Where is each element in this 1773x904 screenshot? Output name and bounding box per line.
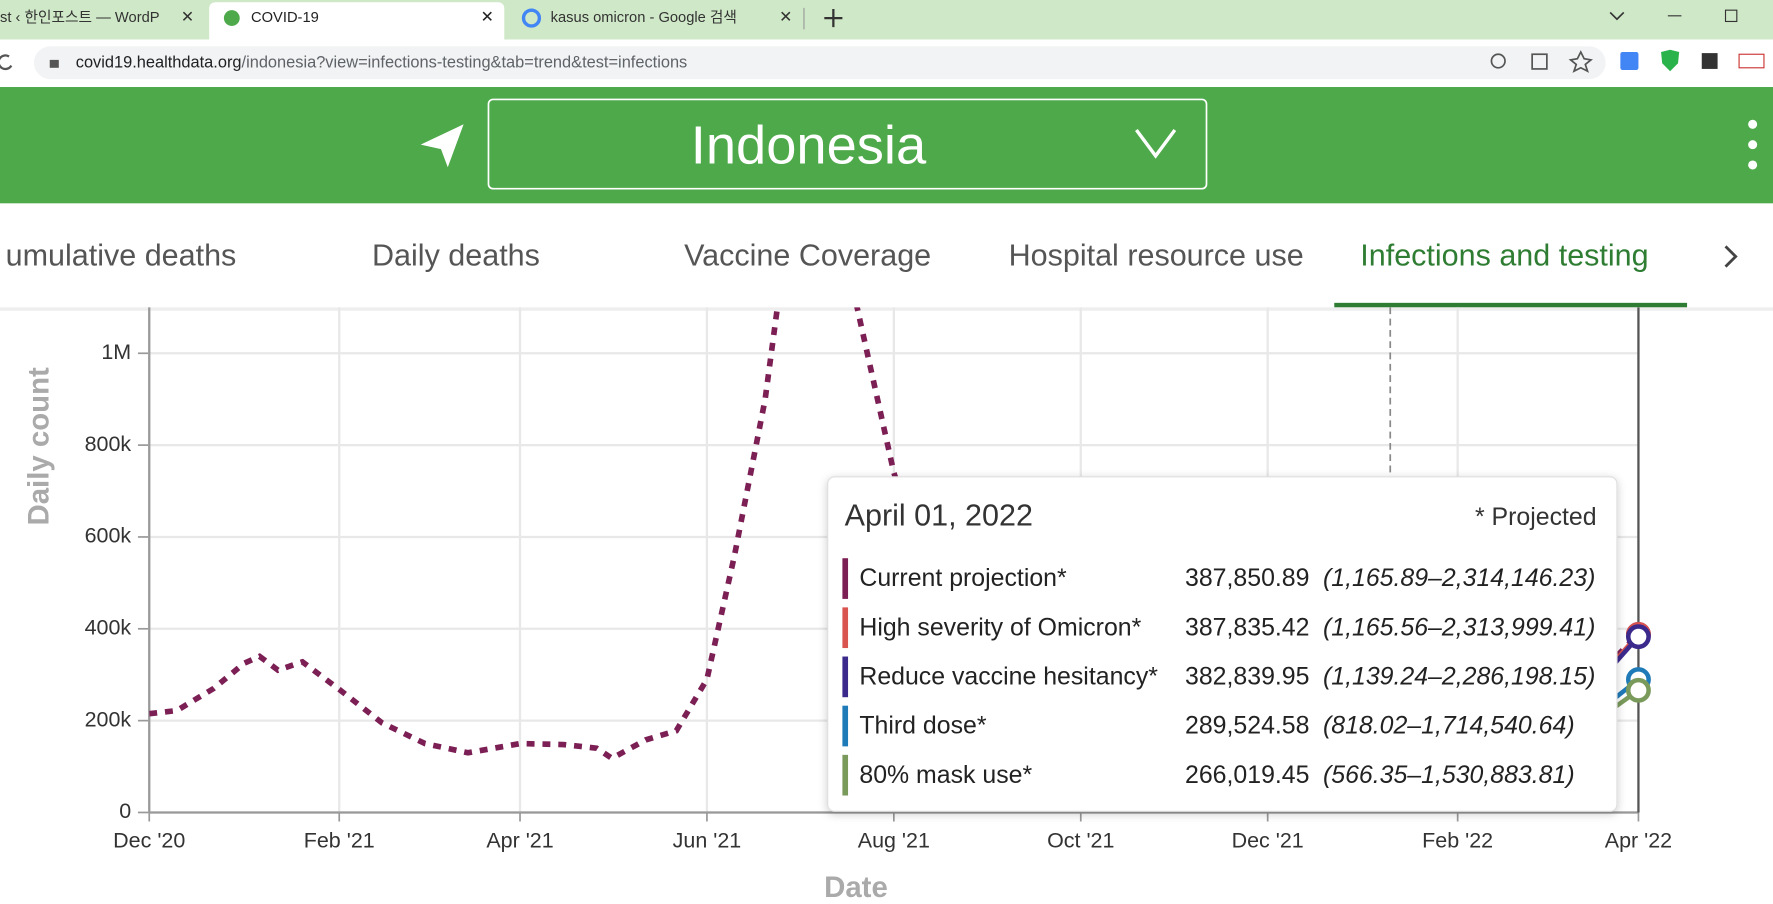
nav-next[interactable] bbox=[1724, 245, 1738, 268]
tooltip-series-name: 80% mask use* bbox=[859, 761, 1032, 789]
nav-bar bbox=[0, 203, 1773, 308]
y-tick-label: 0 bbox=[119, 799, 131, 823]
series-line bbox=[149, 307, 1639, 811]
favicon bbox=[521, 8, 542, 28]
extension[interactable] bbox=[1661, 49, 1680, 72]
tooltip-value: 289,524.58 bbox=[1185, 712, 1309, 740]
endpoint-marker bbox=[1626, 624, 1651, 650]
tooltip-swatch bbox=[842, 705, 849, 747]
dropdown-arrow[interactable] bbox=[1135, 128, 1177, 159]
x-tick-label: Dec '20 bbox=[113, 829, 185, 853]
bookmark[interactable] bbox=[1568, 50, 1593, 73]
tooltip-interval: (818.02–1,714,540.64) bbox=[1323, 712, 1575, 740]
nav-item[interactable]: Vaccine Coverage bbox=[684, 239, 931, 273]
nav-shadow bbox=[0, 307, 1773, 311]
nav-items: umulative deaths Daily deaths Vaccine Cove… bbox=[6, 239, 1688, 308]
tab[interactable]: st ‹ 한인포스트 — WordP bbox=[0, 9, 160, 26]
menu-dot[interactable] bbox=[1748, 119, 1758, 129]
omnibox[interactable] bbox=[33, 46, 1606, 80]
tooltip-value: 387,850.89 bbox=[1185, 564, 1309, 592]
location-name[interactable]: Indonesia bbox=[691, 115, 927, 175]
tooltip-series-name: Third dose* bbox=[859, 712, 986, 740]
tooltip-swatch bbox=[842, 607, 849, 649]
new-tab[interactable] bbox=[824, 9, 843, 28]
plot: 0 200k 400k 600k 800k 1M Dec '20 Feb '21 Apr '21… bbox=[22, 307, 1672, 904]
reload[interactable] bbox=[0, 54, 13, 71]
y-tick-label: 600k bbox=[85, 524, 132, 548]
nav-item[interactable]: Hospital resource use bbox=[1009, 239, 1304, 273]
x-tick-label: Jun '21 bbox=[673, 829, 742, 853]
tooltip-series-name: Current projection* bbox=[859, 564, 1067, 592]
x-tick-label: Apr '22 bbox=[1605, 829, 1672, 853]
x-axis-label: Date bbox=[824, 871, 888, 904]
site-header bbox=[0, 87, 1773, 204]
nav-active-underline bbox=[1334, 302, 1688, 308]
y-tick-label: 800k bbox=[85, 432, 132, 456]
tooltip-swatch bbox=[842, 656, 849, 698]
nav-item[interactable]: umulative deaths bbox=[6, 239, 237, 273]
tooltip-series-name: Reduce vaccine hesitancy* bbox=[859, 663, 1158, 691]
tooltip-box bbox=[827, 476, 1618, 812]
tooltip-value: 387,835.42 bbox=[1185, 613, 1309, 641]
locate-icon[interactable] bbox=[420, 124, 464, 168]
x-tick-label: Apr '21 bbox=[486, 829, 553, 853]
tooltip-date: April 01, 2022 bbox=[845, 499, 1033, 533]
endpoint-marker bbox=[1626, 677, 1651, 703]
tooltip-interval: (1,165.56–2,313,999.41) bbox=[1323, 613, 1595, 641]
share-icon[interactable] bbox=[1531, 53, 1548, 70]
tab[interactable]: COVID-19 bbox=[251, 10, 319, 26]
y-tick-label: 400k bbox=[85, 615, 132, 639]
tooltip-interval: (1,165.89–2,314,146.23) bbox=[1323, 564, 1595, 592]
x-tick-label: Aug '21 bbox=[858, 829, 930, 853]
tooltip-swatch bbox=[842, 558, 849, 599]
tab[interactable]: kasus omicron - Google 검색 bbox=[551, 9, 737, 26]
tooltip: April 01, 2022 * Projected Current project… bbox=[827, 476, 1618, 812]
x-tick-label: Oct '21 bbox=[1047, 829, 1114, 853]
tooltip-value: 382,839.95 bbox=[1185, 663, 1309, 691]
tooltip-value: 266,019.45 bbox=[1185, 761, 1309, 789]
y-tick-label: 1M bbox=[101, 340, 131, 364]
y-tick-label: 200k bbox=[85, 707, 132, 731]
tab-close[interactable]: ✕ bbox=[481, 9, 494, 26]
x-tick-label: Feb '22 bbox=[1422, 829, 1493, 853]
url[interactable]: covid19.healthdata.org/indonesia?view=in… bbox=[76, 54, 687, 72]
x-tick-label: Feb '21 bbox=[304, 829, 375, 853]
tab-close[interactable]: ✕ bbox=[779, 9, 792, 26]
restore[interactable] bbox=[1724, 9, 1738, 23]
zoom-icon[interactable] bbox=[1490, 53, 1506, 69]
tooltip-series-name: High severity of Omicron* bbox=[859, 613, 1141, 641]
y-axis-label: Daily count bbox=[22, 367, 55, 525]
favicon bbox=[223, 10, 240, 26]
tooltip-swatch bbox=[842, 754, 849, 796]
tab-search[interactable] bbox=[1609, 11, 1625, 21]
profile[interactable] bbox=[1738, 53, 1765, 69]
menu-dot[interactable] bbox=[1748, 160, 1758, 170]
extension[interactable] bbox=[1620, 51, 1639, 71]
url-path: /indonesia?view=infections-testing&tab=t… bbox=[242, 54, 688, 72]
tooltip-interval: (1,139.24–2,286,198.15) bbox=[1323, 663, 1595, 691]
menu-dot[interactable] bbox=[1748, 140, 1758, 150]
extensions-menu[interactable] bbox=[1701, 53, 1718, 69]
tab-close[interactable]: ✕ bbox=[181, 9, 194, 26]
x-tick-label: Dec '21 bbox=[1232, 829, 1304, 853]
nav-item[interactable]: Daily deaths bbox=[372, 239, 540, 273]
nav-item[interactable]: Infections and testing bbox=[1360, 239, 1648, 273]
tooltip-note: * Projected bbox=[1475, 503, 1597, 531]
lock-icon[interactable] bbox=[49, 59, 59, 68]
url-domain: covid19.healthdata.org bbox=[76, 54, 242, 72]
location-select[interactable] bbox=[487, 98, 1208, 190]
active-tab[interactable] bbox=[209, 2, 505, 40]
tooltip-interval: (566.35–1,530,883.81) bbox=[1323, 761, 1575, 789]
